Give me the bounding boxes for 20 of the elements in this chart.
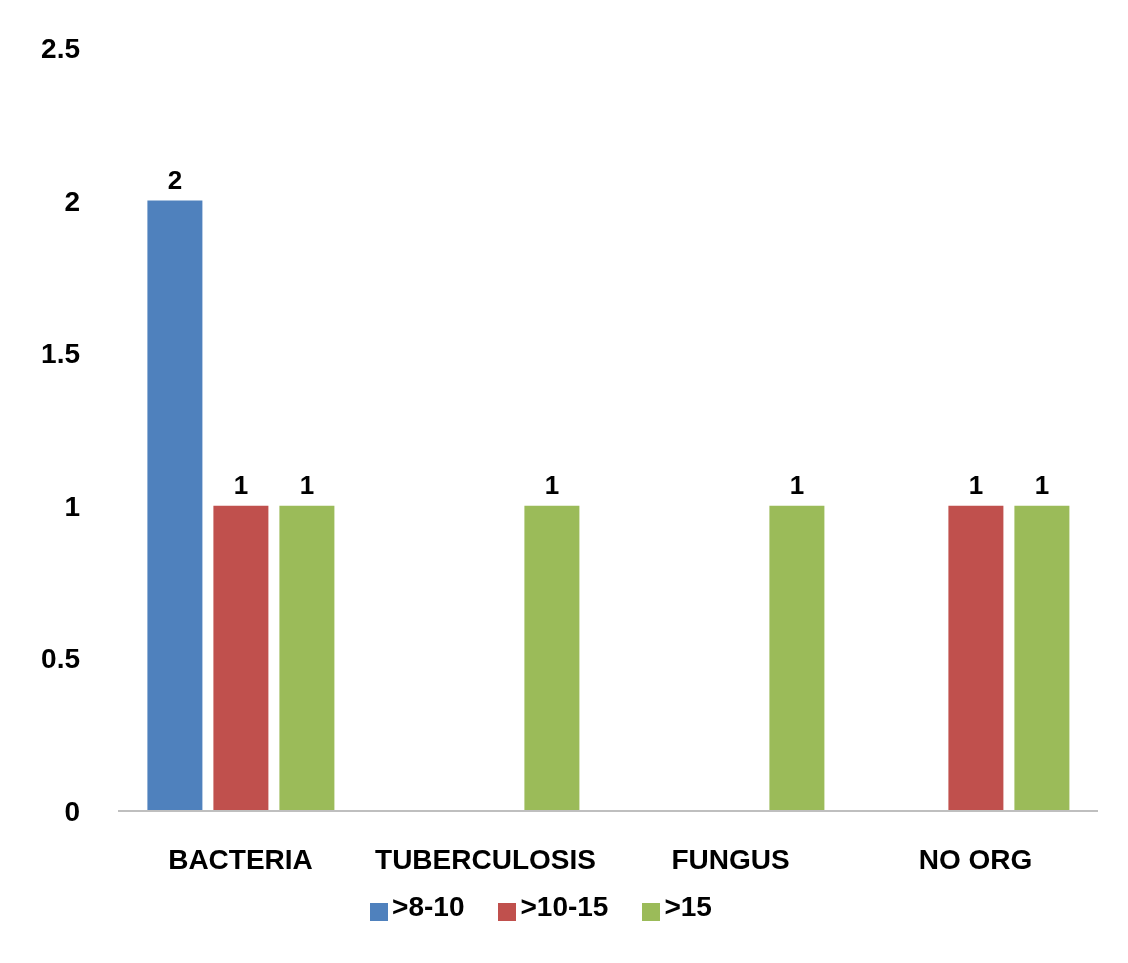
y-tick-label: 2.5 (41, 32, 80, 64)
y-tick-label: 0.5 (41, 643, 80, 675)
data-label: 2 (167, 164, 183, 195)
legend-label: >15 (664, 891, 712, 922)
x-tick-label: BACTERIA (168, 843, 313, 875)
data-label: 1 (233, 469, 249, 500)
x-tick-label: NO ORG (918, 843, 1033, 875)
legend-label: >8-10 (392, 891, 465, 922)
data-label: 1 (544, 469, 560, 500)
x-tick-label: FUNGUS (671, 843, 790, 875)
data-label: 1 (1034, 469, 1050, 500)
y-tick-label: 1 (64, 490, 80, 522)
y-tick-label: 2 (64, 185, 80, 217)
data-label: 1 (299, 469, 315, 500)
y-tick-label: 0 (64, 795, 80, 827)
data-label: 1 (968, 469, 984, 500)
x-tick-label: TUBERCULOSIS (375, 843, 596, 875)
y-tick-label: 1.5 (41, 338, 80, 370)
data-label: 1 (789, 469, 805, 500)
legend-label: >10-15 (520, 891, 609, 922)
